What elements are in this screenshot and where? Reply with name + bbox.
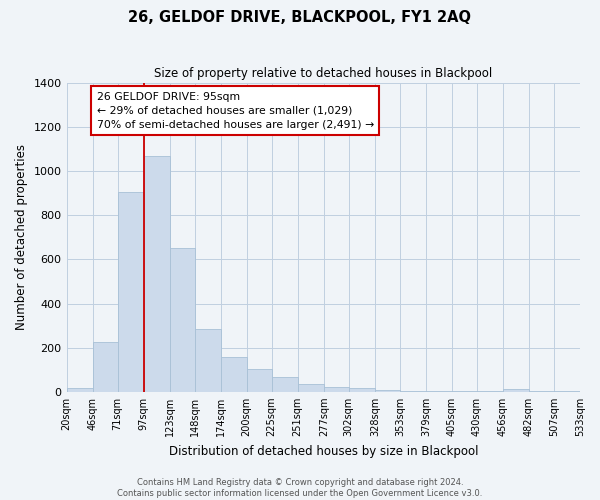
Bar — [221, 357, 247, 392]
Bar — [298, 384, 324, 392]
Bar — [247, 368, 272, 392]
Bar — [375, 390, 400, 392]
Bar — [426, 390, 452, 392]
Bar — [477, 390, 503, 392]
Bar — [67, 388, 92, 392]
Bar — [143, 156, 170, 392]
Text: 26, GELDOF DRIVE, BLACKPOOL, FY1 2AQ: 26, GELDOF DRIVE, BLACKPOOL, FY1 2AQ — [128, 10, 472, 25]
Text: 26 GELDOF DRIVE: 95sqm
← 29% of detached houses are smaller (1,029)
70% of semi-: 26 GELDOF DRIVE: 95sqm ← 29% of detached… — [97, 92, 374, 130]
Bar — [324, 387, 349, 392]
Bar — [272, 377, 298, 392]
Title: Size of property relative to detached houses in Blackpool: Size of property relative to detached ho… — [154, 68, 493, 80]
Bar — [349, 388, 375, 392]
Y-axis label: Number of detached properties: Number of detached properties — [15, 144, 28, 330]
Text: Contains HM Land Registry data © Crown copyright and database right 2024.
Contai: Contains HM Land Registry data © Crown c… — [118, 478, 482, 498]
X-axis label: Distribution of detached houses by size in Blackpool: Distribution of detached houses by size … — [169, 444, 478, 458]
Bar — [170, 248, 194, 392]
Bar — [529, 390, 554, 392]
Bar — [554, 390, 580, 392]
Bar — [194, 329, 221, 392]
Bar — [503, 389, 529, 392]
Bar — [452, 390, 477, 392]
Bar — [118, 192, 143, 392]
Bar — [92, 342, 118, 392]
Bar — [400, 390, 426, 392]
